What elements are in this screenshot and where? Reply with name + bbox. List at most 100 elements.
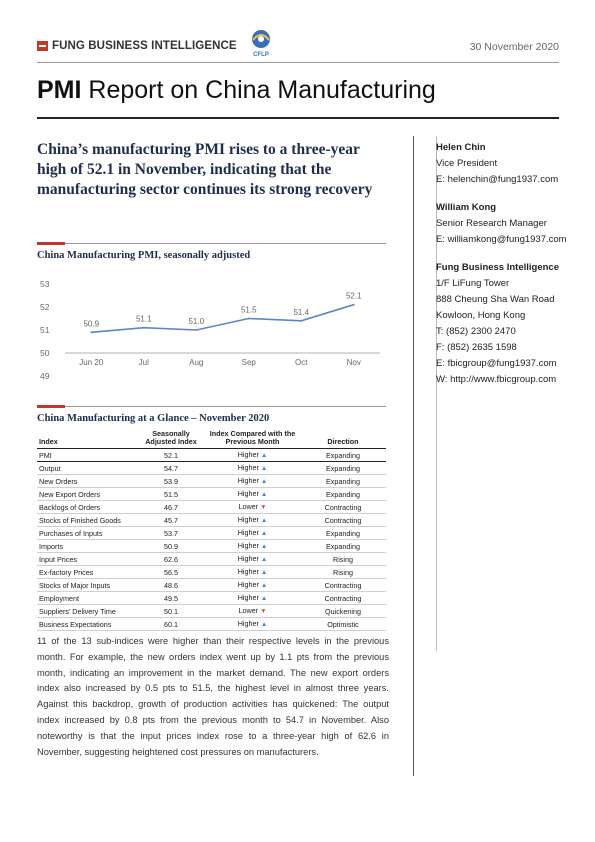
arrow-up-icon: ▲ [260,621,268,628]
arrow-up-icon: ▲ [260,530,268,537]
page-header: FUNG BUSINESS INTELLIGENCE CFLP 30 Novem… [37,30,559,58]
x-tick-label: Oct [295,358,308,367]
row-index-name: PMI [37,448,137,462]
row-compare: Higher ▲ [205,539,300,553]
table-row: Stocks of Major Inputs 48.6 Higher ▲ Contra… [37,578,386,592]
contact-name: Helen Chin [436,142,486,153]
data-label: 51.5 [241,306,257,315]
x-tick-label: Jul [139,358,149,367]
row-direction: Expanding [300,448,386,462]
row-direction: Contracting [300,591,386,605]
organization-address-line: 888 Cheung Sha Wan Road [436,294,555,305]
title-divider [37,117,559,119]
data-point [352,303,355,306]
table-row: Ex-factory Prices 56.5 Higher ▲ Rising [37,565,386,579]
contact-email[interactable]: E: williamkong@fung1937.com [436,234,567,245]
row-index-value: 56.5 [137,565,205,579]
table-row: Employment 49.5 Higher ▲ Contracting [37,591,386,605]
row-compare-text: Higher [237,567,259,576]
data-point [247,317,250,320]
chart-section-rule [37,242,386,245]
row-compare: Higher ▲ [205,474,300,488]
data-point [90,331,93,334]
sidebar-divider [436,136,437,651]
x-tick-label: Sep [242,358,257,367]
arrow-up-icon: ▲ [260,569,268,576]
brand: FUNG BUSINESS INTELLIGENCE [37,40,237,52]
series-line [91,303,354,334]
header-divider [37,62,559,63]
table-header-row: Index Seasonally Adjusted Index Index Co… [37,430,386,449]
row-index-name: Suppliers’ Delivery Time [37,604,137,618]
row-compare-text: Higher [237,593,259,602]
arrow-up-icon: ▲ [260,543,268,550]
brand-logo-icon [37,41,48,51]
organization-email[interactable]: E: fbicgroup@fung1937.com [436,358,557,369]
row-index-name: Stocks of Major Inputs [37,578,137,592]
table-row: New Orders 53.9 Higher ▲ Expanding [37,474,386,488]
row-index-value: 48.6 [137,578,205,592]
row-compare: Higher ▲ [205,552,300,566]
row-index-value: 50.1 [137,604,205,618]
contact-card: Helen Chin Vice President E: helenchin@f… [436,140,576,188]
row-compare: Higher ▲ [205,448,300,462]
row-direction: Expanding [300,474,386,488]
organization-fax: F: (852) 2635 1598 [436,342,517,353]
row-compare-text: Higher [237,515,259,524]
data-point [195,329,198,331]
row-compare-text: Higher [237,463,259,472]
row-compare-text: Higher [237,554,259,563]
row-compare: Lower ▼ [205,500,300,514]
row-direction: Expanding [300,461,386,475]
row-direction: Expanding [300,526,386,540]
row-index-value: 60.1 [137,617,205,631]
table-row: Imports 50.9 Higher ▲ Expanding [37,539,386,553]
arrow-up-icon: ▲ [260,517,268,524]
brand-name: FUNG BUSINESS INTELLIGENCE [52,40,237,52]
row-compare-text: Higher [237,476,259,485]
row-compare-text: Higher [237,619,259,628]
y-tick-label: 53 [40,279,50,289]
contact-email[interactable]: E: helenchin@fung1937.com [436,174,559,185]
col-header-index: Index [37,430,137,449]
table-row: Backlogs of Orders 46.7 Lower ▼ Contracting [37,500,386,514]
col-header-direction: Direction [300,430,386,449]
table-row: New Export Orders 51.5 Higher ▲ Expanding [37,487,386,501]
data-point [142,326,145,329]
arrow-down-icon: ▼ [260,504,267,511]
chart-title: China Manufacturing PMI, seasonally adju… [37,250,251,261]
row-index-name: Ex-factory Prices [37,565,137,579]
row-compare: Higher ▲ [205,591,300,605]
column-divider [413,136,414,776]
table-body: PMI 52.1 Higher ▲ Expanding Output 54.7 Higher… [37,448,386,631]
row-direction: Rising [300,552,386,566]
row-compare: Higher ▲ [205,617,300,631]
arrow-up-icon: ▲ [260,478,268,485]
glance-table: Index Seasonally Adjusted Index Index Co… [37,430,386,631]
table-row: Output 54.7 Higher ▲ Expanding [37,461,386,475]
arrow-up-icon: ▲ [260,556,268,563]
organization-name: Fung Business Intelligence [436,262,559,273]
arrow-up-icon: ▲ [260,491,268,498]
headline: China’s manufacturing PMI rises to a thr… [37,141,373,198]
data-label: 52.1 [346,292,362,301]
page-title: PMI Report on China Manufacturing [37,76,436,105]
row-index-name: New Export Orders [37,487,137,501]
row-index-value: 46.7 [137,500,205,514]
arrow-up-icon: ▲ [260,595,268,602]
data-label: 50.9 [83,319,99,328]
organization-website[interactable]: W: http://www.fbicgroup.com [436,374,557,385]
row-compare-text: Higher [237,528,259,537]
row-index-name: Imports [37,539,137,553]
row-direction: Contracting [300,513,386,527]
row-direction: Expanding [300,539,386,553]
row-index-name: Employment [37,591,137,605]
row-index-name: Purchases of Inputs [37,526,137,540]
data-label: 51.1 [136,315,152,324]
organization-address-line: 1/F LiFung Tower [436,278,510,289]
organization-card: Fung Business Intelligence 1/F LiFung To… [436,260,576,388]
pmi-line-chart: 53 52 51 50 49 Jun 20 Jul Aug Sep Oct Nov 50.9 51.1 5… [40,279,380,381]
row-direction: Rising [300,565,386,579]
row-index-name: Business Expectations [37,617,137,631]
body-paragraph: 11 of the 13 sub-indices were higher tha… [37,636,389,757]
